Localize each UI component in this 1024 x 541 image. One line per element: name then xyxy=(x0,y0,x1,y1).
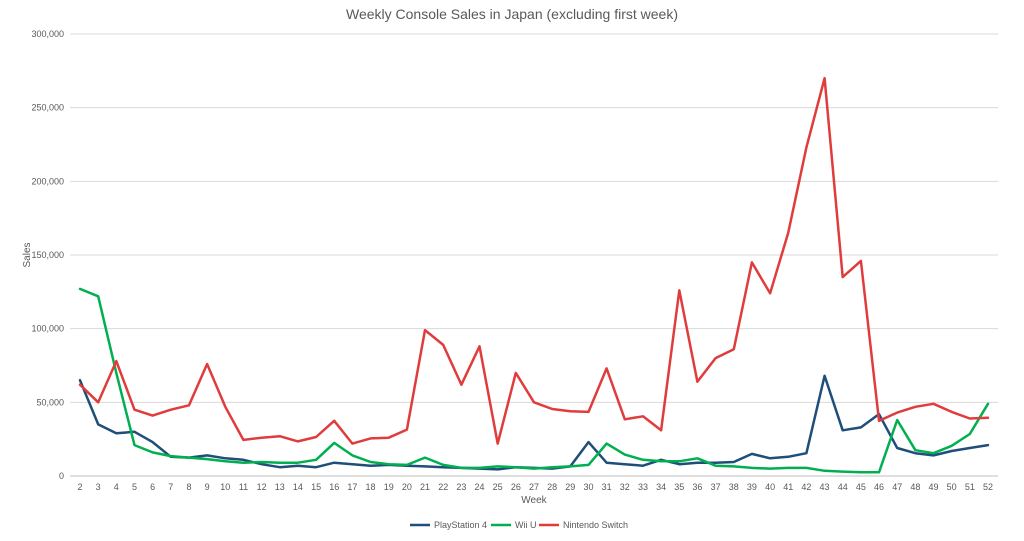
y-tick-label: 0 xyxy=(59,471,64,481)
legend-label: Nintendo Switch xyxy=(563,520,628,530)
x-tick-label: 27 xyxy=(529,482,539,492)
x-tick-label: 10 xyxy=(220,482,230,492)
x-tick-label: 35 xyxy=(674,482,684,492)
x-tick-label: 33 xyxy=(638,482,648,492)
y-tick-label: 250,000 xyxy=(31,103,64,113)
x-axis-ticks: 2 3 4 5 6 7 8 9 10 11 12 13 14 15 16 17 18 19 20 21 22 23 24 25… xyxy=(77,482,993,492)
x-tick-label: 42 xyxy=(801,482,811,492)
legend: PlayStation 4 Wii U Nintendo Switch xyxy=(410,520,628,530)
series-line-wii-u xyxy=(78,287,990,474)
y-tick-label: 200,000 xyxy=(31,176,64,186)
x-tick-label: 11 xyxy=(239,482,248,492)
series-line-playstation-4 xyxy=(78,374,990,471)
x-tick-label: 8 xyxy=(186,482,191,492)
x-tick-label: 31 xyxy=(602,482,612,492)
chart-title: Weekly Console Sales in Japan (excluding… xyxy=(346,6,678,22)
x-tick-label: 14 xyxy=(293,482,303,492)
x-tick-label: 46 xyxy=(874,482,884,492)
x-tick-label: 51 xyxy=(965,482,975,492)
x-tick-label: 12 xyxy=(257,482,267,492)
x-tick-label: 22 xyxy=(438,482,448,492)
x-tick-label: 36 xyxy=(692,482,702,492)
x-tick-label: 43 xyxy=(820,482,830,492)
x-tick-label: 19 xyxy=(384,482,394,492)
series-lines xyxy=(78,76,990,474)
x-tick-label: 17 xyxy=(347,482,357,492)
gridlines xyxy=(70,33,998,477)
x-tick-label: 7 xyxy=(168,482,173,492)
x-tick-label: 20 xyxy=(402,482,412,492)
x-axis-label: Week xyxy=(521,495,547,506)
x-tick-label: 2 xyxy=(77,482,82,492)
x-tick-label: 26 xyxy=(511,482,521,492)
x-tick-label: 3 xyxy=(96,482,101,492)
x-tick-label: 18 xyxy=(366,482,376,492)
x-tick-label: 32 xyxy=(620,482,630,492)
x-tick-label: 41 xyxy=(783,482,793,492)
x-tick-label: 4 xyxy=(114,482,119,492)
x-tick-label: 9 xyxy=(205,482,210,492)
x-tick-label: 40 xyxy=(765,482,775,492)
y-tick-label: 100,000 xyxy=(31,324,64,334)
x-tick-label: 29 xyxy=(565,482,575,492)
legend-label: PlayStation 4 xyxy=(434,520,487,530)
x-tick-label: 13 xyxy=(275,482,285,492)
x-tick-label: 52 xyxy=(983,482,993,492)
y-tick-label: 50,000 xyxy=(36,397,64,407)
x-tick-label: 38 xyxy=(729,482,739,492)
x-tick-label: 15 xyxy=(311,482,321,492)
x-tick-label: 28 xyxy=(547,482,557,492)
x-tick-label: 49 xyxy=(929,482,939,492)
x-tick-label: 37 xyxy=(711,482,721,492)
y-axis-ticks: 0 50,000 100,000 150,000 200,000 250,000 300,0… xyxy=(31,29,64,481)
x-tick-label: 6 xyxy=(150,482,155,492)
x-tick-label: 25 xyxy=(493,482,503,492)
x-tick-label: 47 xyxy=(892,482,902,492)
x-tick-label: 23 xyxy=(456,482,466,492)
y-axis-label: Sales xyxy=(22,242,33,267)
x-tick-label: 24 xyxy=(475,482,485,492)
legend-label: Wii U xyxy=(515,520,537,530)
x-tick-label: 30 xyxy=(583,482,593,492)
y-tick-label: 300,000 xyxy=(31,29,64,39)
x-tick-label: 39 xyxy=(747,482,757,492)
x-tick-label: 34 xyxy=(656,482,666,492)
x-tick-label: 5 xyxy=(132,482,137,492)
x-tick-label: 45 xyxy=(856,482,866,492)
x-tick-label: 21 xyxy=(420,482,430,492)
y-tick-label: 150,000 xyxy=(31,250,64,260)
x-tick-label: 44 xyxy=(838,482,848,492)
x-tick-label: 50 xyxy=(947,482,957,492)
series-line-nintendo-switch xyxy=(78,76,990,445)
x-tick-label: 48 xyxy=(910,482,920,492)
x-tick-label: 16 xyxy=(329,482,339,492)
